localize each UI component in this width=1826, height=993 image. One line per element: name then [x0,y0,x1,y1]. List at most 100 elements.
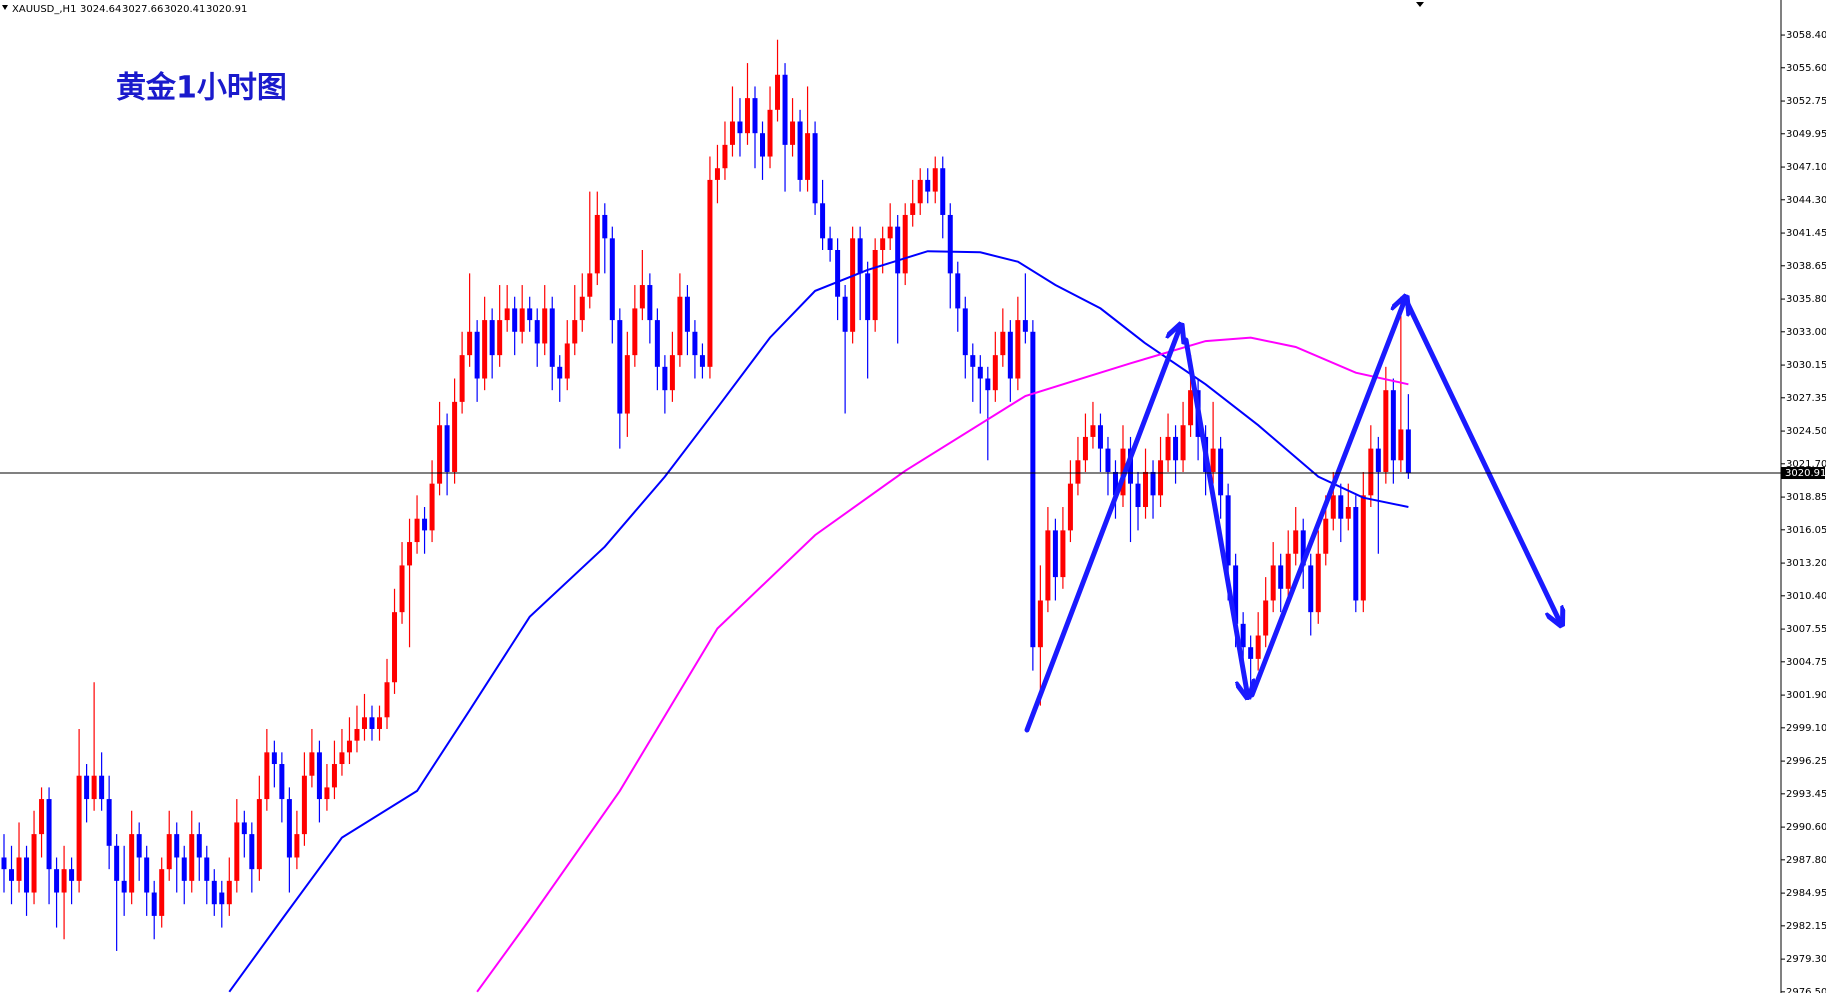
candle-body [467,331,473,356]
candle-body [106,799,112,846]
chart-title: 黄金1小时图 [116,71,287,106]
candle-body [797,121,803,180]
candle-body [1338,495,1344,519]
candle-body [91,775,97,800]
high-value: 3027.66 [122,4,163,15]
candle-body [181,857,187,881]
drawn-arrows [1024,300,1559,733]
candle-body [880,238,886,251]
candle-body [842,296,848,332]
candle-body [760,133,766,157]
candle-body [752,98,758,134]
moving-average [476,336,1409,993]
y-tick-label: 3052.75 [1786,96,1826,107]
candle-body [1112,471,1118,496]
y-tick-label: 2984.95 [1786,888,1826,899]
candle-body [1082,436,1088,461]
candle-body [166,834,172,870]
candle-body [564,343,570,379]
candle-body [985,378,991,391]
candle-body [69,869,75,881]
candle-body [955,273,961,309]
candle-body [489,320,495,356]
candle-body [1045,530,1051,601]
candle-body [1308,565,1314,613]
candle-body [16,857,22,881]
candle-body [512,308,518,332]
candle-body [1390,390,1396,461]
candle-body [1135,483,1141,508]
candle-body [744,98,750,134]
candle-body [174,834,180,858]
open-value: 3024.64 [80,4,121,15]
candle-body [339,752,345,765]
candle-body [1188,390,1194,426]
candle-body [414,518,420,543]
y-tick-label: 2979.30 [1786,954,1826,965]
candle-body [940,168,946,215]
candle-body [241,822,247,835]
candle-body [1143,471,1149,508]
candle-body [549,308,555,367]
candle-body [925,179,931,192]
candle-body [1315,553,1321,613]
candle-body [932,168,938,192]
y-tick-label: 3033.00 [1786,327,1826,338]
candle-body [1022,320,1028,332]
candle-body [1330,495,1336,519]
candle-body [767,109,773,157]
candle-body [159,869,165,916]
candle-body [1000,331,1006,356]
y-tick-label: 3044.30 [1786,195,1826,206]
candle-body [1128,448,1133,484]
candle-body [256,799,262,870]
candle-body [902,214,908,274]
candle-body [775,74,781,110]
y-tick-label: 3004.75 [1786,657,1826,668]
candle-body [1285,553,1291,589]
candle-body [1263,600,1269,636]
candle-body [9,869,15,881]
candle-body [346,740,352,753]
candle-body [1293,530,1299,554]
candle-body [354,728,360,741]
candle-body [1037,600,1043,648]
candle-body [910,203,916,215]
last-price-box [1781,467,1825,480]
candle-body [189,834,195,881]
candle-body [121,880,127,893]
moving-average [228,250,1409,993]
y-tick-label: 2996.25 [1786,756,1826,767]
candle-body [249,834,255,870]
candle-body [722,144,728,169]
candle-body [219,892,225,905]
candle-body [677,296,683,356]
candle-body [542,308,548,344]
candle-body [1233,565,1239,624]
candle-body [1165,436,1171,461]
candle-body [572,320,578,344]
candle-body [820,203,826,239]
candle-body [39,799,45,835]
candle-body [534,320,540,344]
candle-body [1248,647,1254,659]
y-tick-label: 2982.15 [1786,921,1826,932]
candle-body [129,834,135,893]
candle-body [632,308,638,356]
y-tick-label: 3016.05 [1786,525,1826,536]
candle-body [429,483,435,531]
candle-body [422,518,428,531]
candle-body [1323,518,1329,554]
candle-body [1030,331,1036,648]
candle-body [204,857,210,881]
y-tick-label: 2999.10 [1786,723,1826,734]
candle-body [1255,635,1261,659]
candle-body [1225,495,1231,566]
candle-body [827,238,833,251]
y-tick-label: 3038.65 [1786,261,1826,272]
candle-body [46,799,52,870]
candle-body [977,366,983,379]
candle-body [1353,507,1359,601]
shift-marker [1416,2,1424,7]
